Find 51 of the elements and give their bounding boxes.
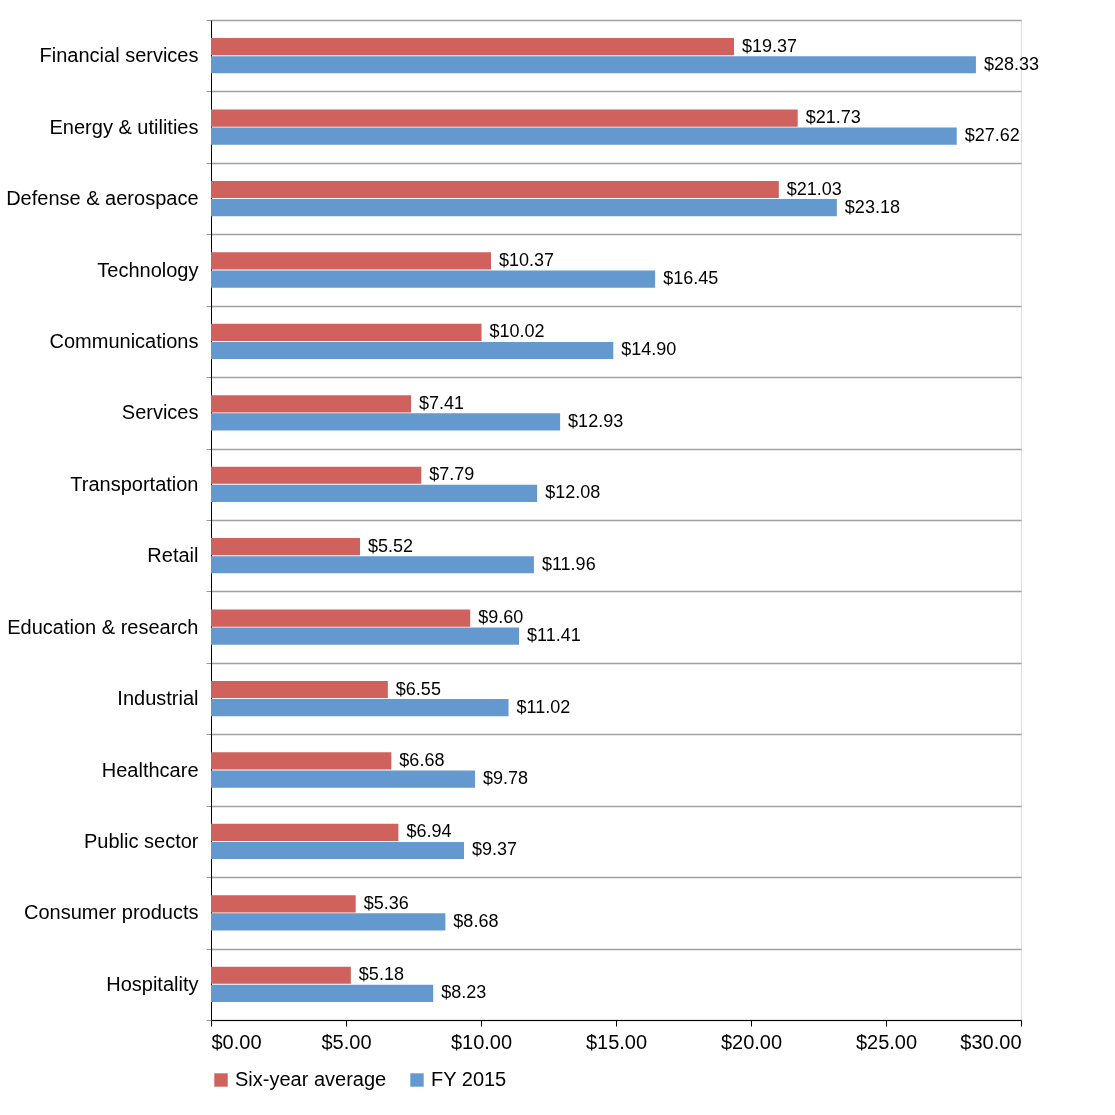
y-tick-label: Defense & aerospace bbox=[6, 187, 199, 210]
data-label: $6.94 bbox=[406, 821, 452, 842]
data-label: $9.78 bbox=[483, 768, 529, 789]
data-label: $19.37 bbox=[741, 35, 798, 56]
y-tick-label: Communications bbox=[49, 329, 199, 352]
y-tick-label: Industrial bbox=[117, 687, 199, 710]
x-tick-label: $0.00 bbox=[211, 1030, 262, 1053]
data-label: $21.03 bbox=[786, 178, 842, 199]
data-label: $27.62 bbox=[964, 125, 1020, 146]
y-tick-label: Technology bbox=[97, 258, 199, 281]
x-tick-label: $25.00 bbox=[855, 1030, 918, 1053]
data-label: $12.08 bbox=[545, 482, 601, 503]
y-tick-label: Education & research bbox=[7, 615, 199, 638]
y-tick-label: Energy & utilities bbox=[49, 115, 199, 138]
legend-label: Six-year average bbox=[235, 1068, 387, 1090]
data-label: $6.55 bbox=[395, 678, 441, 699]
data-label: $8.68 bbox=[453, 910, 499, 931]
data-label: $16.45 bbox=[663, 268, 719, 289]
data-label: $10.02 bbox=[489, 321, 545, 342]
data-label: $28.33 bbox=[983, 53, 1039, 74]
data-label: $5.36 bbox=[363, 892, 409, 913]
x-tick-label: $15.00 bbox=[585, 1030, 648, 1053]
data-label: $10.37 bbox=[498, 249, 555, 270]
data-label: $12.93 bbox=[568, 410, 624, 431]
y-tick-label: Consumer products bbox=[23, 901, 199, 924]
data-label: $11.41 bbox=[527, 625, 581, 646]
y-tick-label: Public sector bbox=[84, 829, 199, 852]
data-label: $11.02 bbox=[516, 696, 571, 717]
x-tick-label: $20.00 bbox=[720, 1030, 783, 1053]
y-tick-label: Transportation bbox=[70, 472, 199, 495]
data-label: $7.79 bbox=[429, 464, 475, 485]
data-label: $9.60 bbox=[478, 607, 524, 628]
data-label: $6.68 bbox=[399, 749, 445, 770]
data-label: $9.37 bbox=[471, 839, 518, 860]
y-tick-label: Services bbox=[121, 401, 199, 424]
y-tick-label: Healthcare bbox=[101, 758, 199, 781]
data-label: $11.96 bbox=[541, 553, 596, 574]
data-label: $8.23 bbox=[441, 982, 487, 1003]
y-tick-label: Hospitality bbox=[106, 972, 199, 995]
data-label: $5.18 bbox=[358, 964, 404, 985]
y-tick-label: Financial services bbox=[39, 44, 199, 67]
x-tick-label: $30.00 bbox=[960, 1030, 1022, 1053]
data-label: $23.18 bbox=[844, 196, 900, 217]
x-tick-label: $10.00 bbox=[450, 1030, 513, 1053]
data-label: $5.52 bbox=[368, 535, 414, 556]
data-label: $14.90 bbox=[621, 339, 677, 360]
data-label: $21.73 bbox=[805, 107, 861, 128]
legend-label: FY 2015 bbox=[431, 1068, 507, 1090]
x-tick-label: $5.00 bbox=[321, 1030, 372, 1053]
y-tick-label: Retail bbox=[147, 544, 199, 567]
data-label: $7.41 bbox=[419, 392, 465, 413]
